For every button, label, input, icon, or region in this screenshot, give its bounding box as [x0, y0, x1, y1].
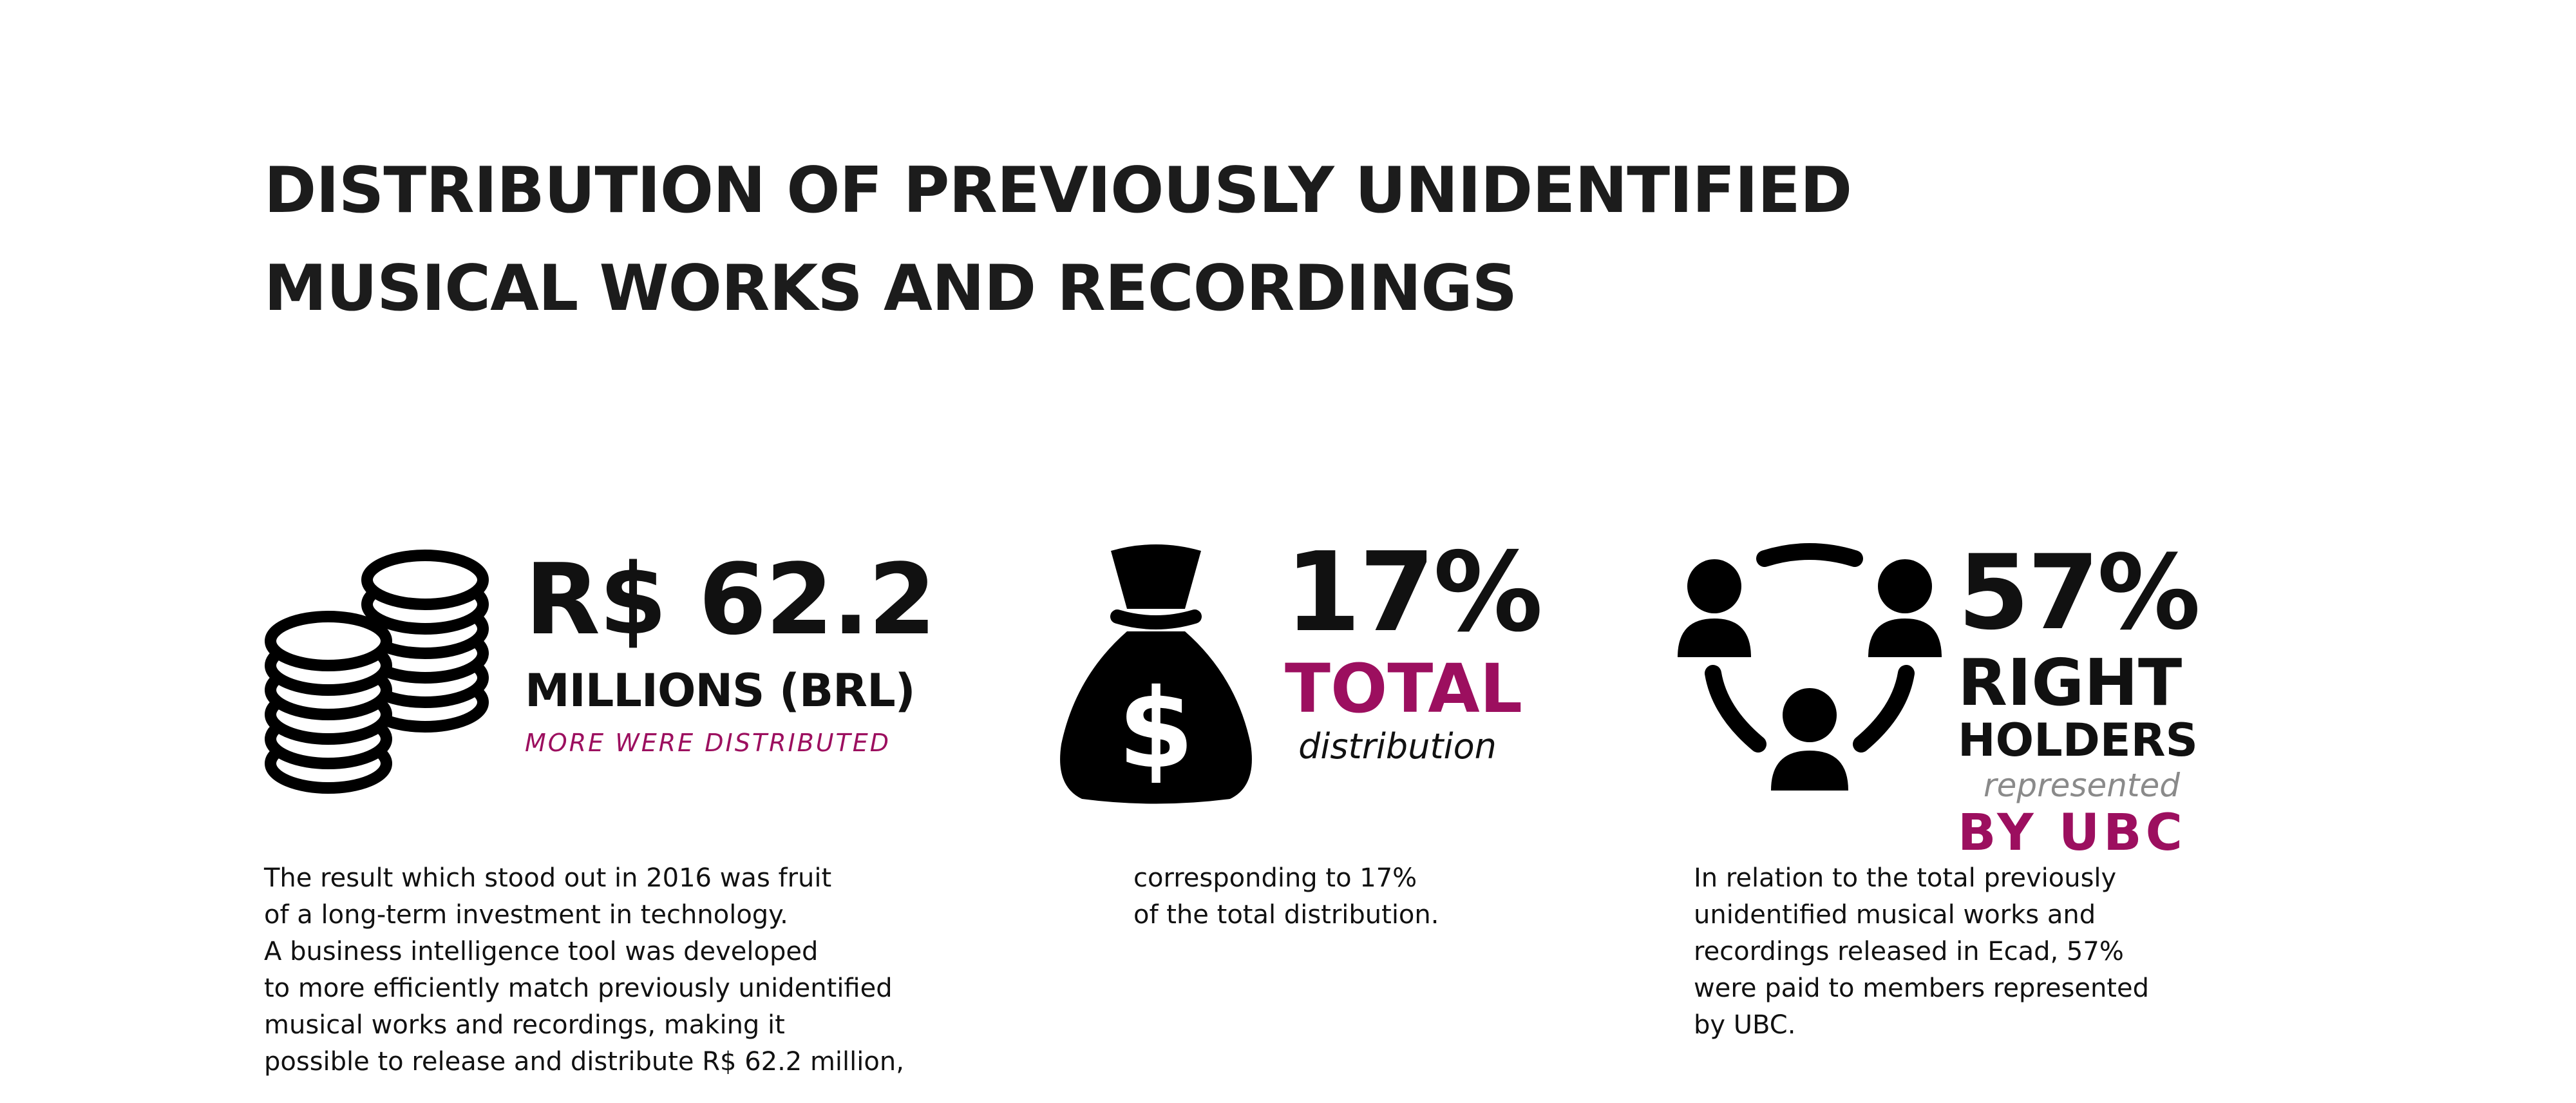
title-line-1: DISTRIBUTION OF PREVIOUSLY UNIDENTIFIED: [264, 154, 1852, 227]
holders-label-ubc: BY UBC: [1958, 804, 2186, 862]
holders-label-right: RIGHT: [1958, 645, 2183, 720]
holders-label-holders: HOLDERS: [1958, 714, 2198, 767]
total-label: TOTAL: [1285, 649, 1522, 728]
page-title: DISTRIBUTION OF PREVIOUSLY UNIDENTIFIED …: [264, 142, 1852, 338]
holders-percent: 57%: [1958, 532, 2201, 653]
stat3-description: In relation to the total previously unid…: [1694, 860, 2149, 1044]
stat1-line-3: A business intelligence tool was develop…: [264, 937, 819, 966]
stat3-line-1: In relation to the total previously: [1694, 863, 2117, 893]
stat1-description: The result which stood out in 2016 was f…: [264, 860, 904, 1080]
stat1-line-2: of a long-term investment in technology.: [264, 900, 788, 930]
stat3-line-4: were paid to members represented: [1694, 974, 2149, 1003]
coins-icon: [264, 541, 489, 799]
stat2-description: corresponding to 17% of the total distri…: [1133, 860, 1439, 934]
amount-value: R$ 62.2: [525, 542, 936, 657]
stat2-line-1: corresponding to 17%: [1133, 863, 1417, 893]
stat-total-distribution: 17% TOTAL distribution: [1285, 529, 1543, 767]
stat1-line-4: to more efficiently match previously uni…: [264, 974, 893, 1003]
stat1-line-1: The result which stood out in 2016 was f…: [264, 863, 832, 893]
people-network-icon: [1674, 538, 1945, 796]
stat3-line-2: unidentified musical works and: [1694, 900, 2096, 930]
holders-caption: represented: [1984, 767, 2180, 804]
title-line-2: MUSICAL WORKS AND RECORDINGS: [264, 252, 1517, 325]
stat2-line-2: of the total distribution.: [1133, 900, 1439, 930]
total-caption: distribution: [1298, 726, 1497, 767]
amount-caption: MORE WERE DISTRIBUTED: [525, 729, 891, 757]
stat1-line-6: possible to release and distribute R$ 62…: [264, 1047, 904, 1077]
stat3-line-5: by UBC.: [1694, 1010, 1796, 1040]
stat-right-holders: 57% RIGHT HOLDERS represented BY UBC: [1958, 532, 2201, 862]
svg-text:$: $: [1118, 666, 1194, 793]
stat1-line-5: musical works and recordings, making it: [264, 1010, 785, 1040]
stat-distributed-amount: R$ 62.2 MILLIONS (BRL) MORE WERE DISTRIB…: [525, 542, 936, 758]
total-percent: 17%: [1285, 529, 1543, 657]
stat3-line-3: recordings released in Ecad, 57%: [1694, 937, 2124, 966]
amount-unit: MILLIONS (BRL): [525, 664, 916, 717]
money-bag-icon: $: [1050, 538, 1262, 809]
